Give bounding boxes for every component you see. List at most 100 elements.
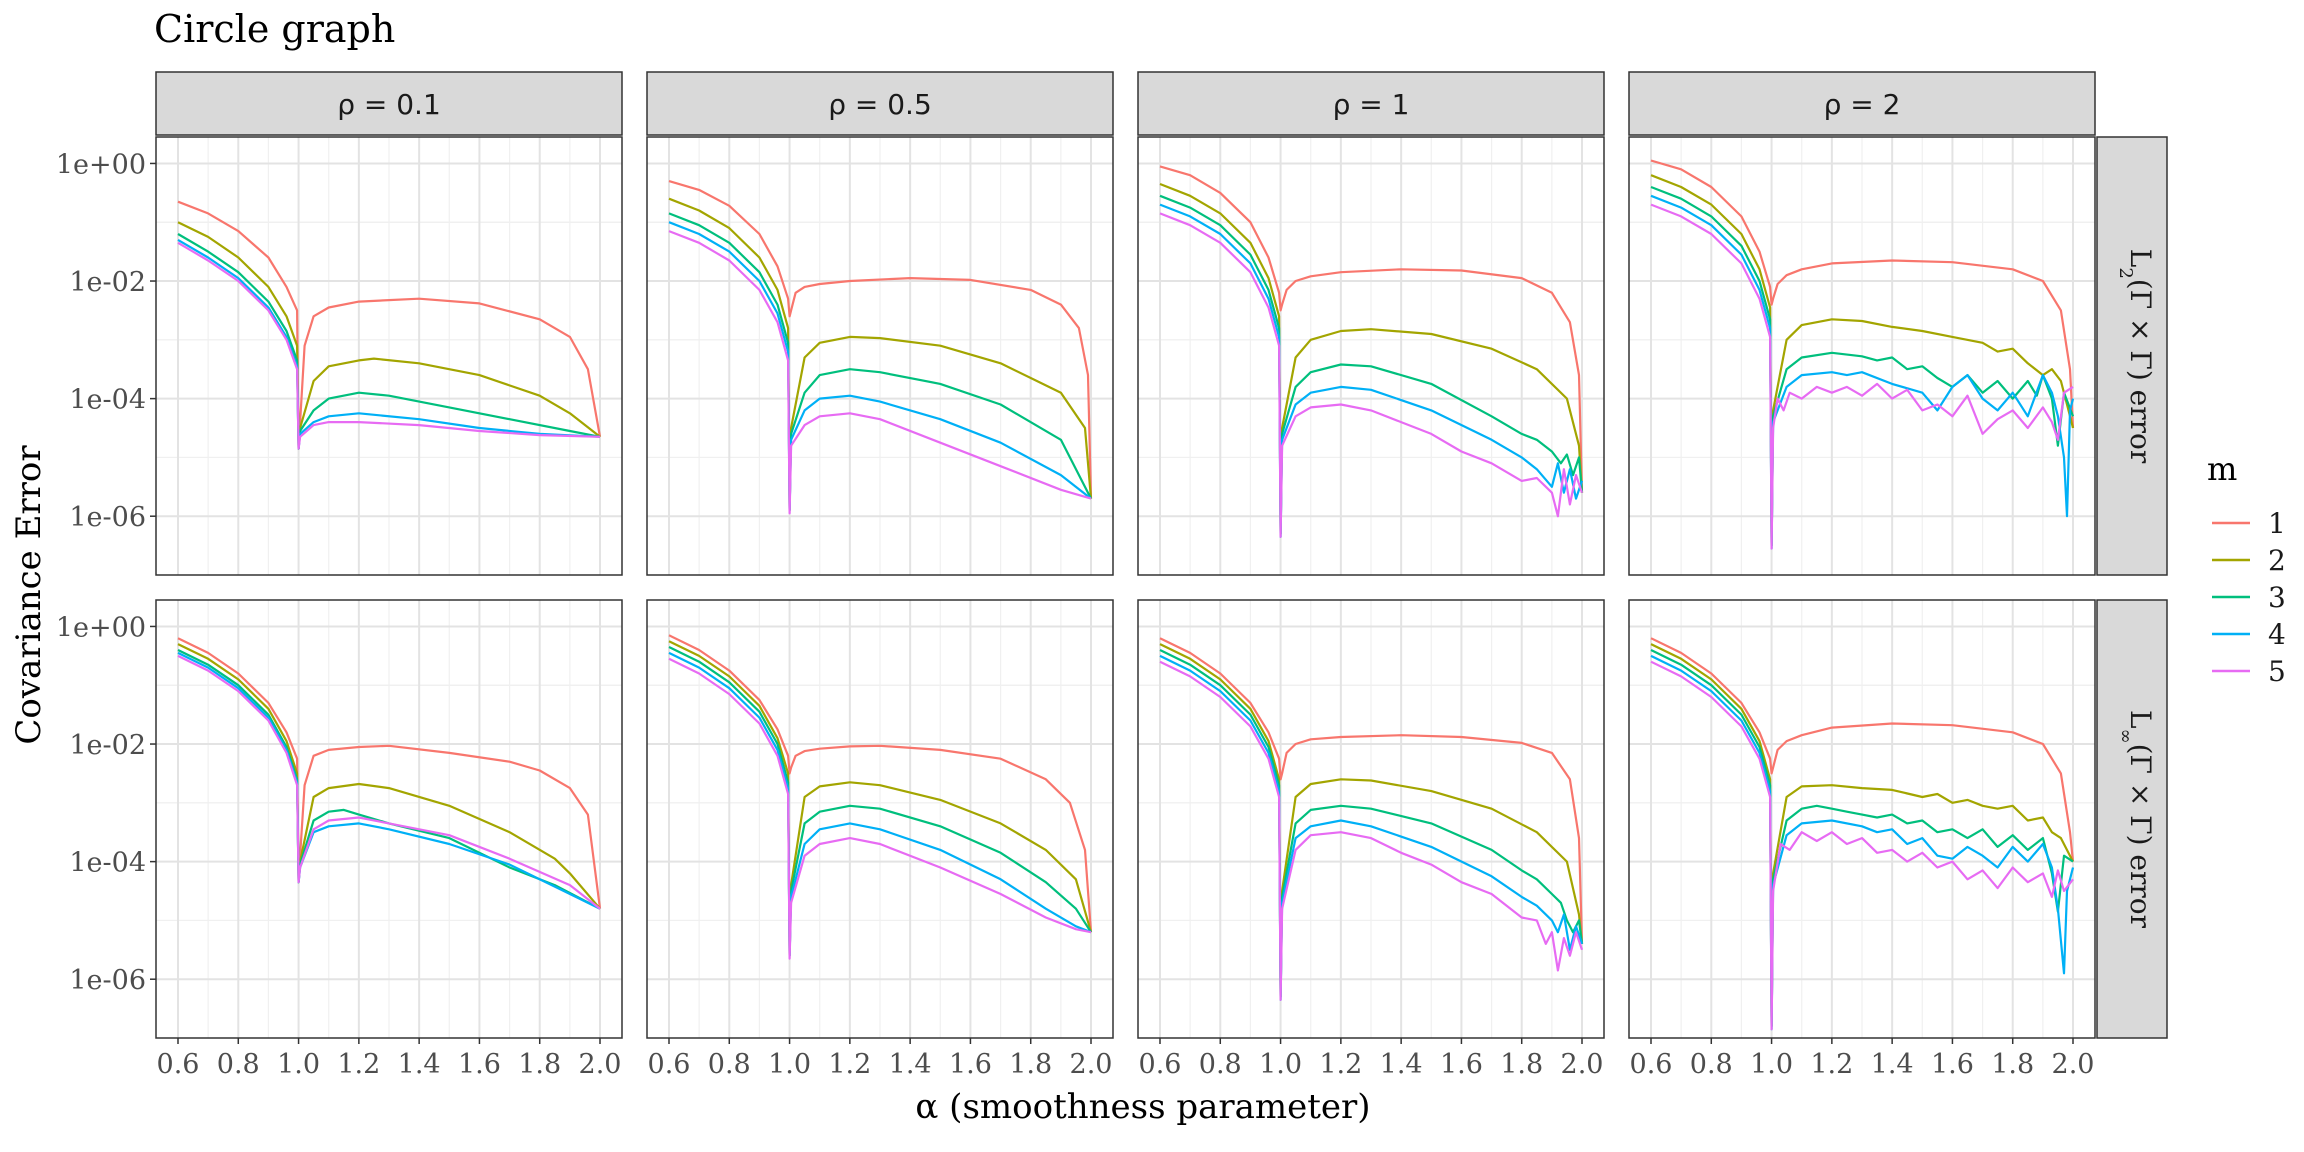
x-tick-label: 0.8 xyxy=(1199,1049,1242,1080)
facet-row-label: L∞(Γ × Γ) error xyxy=(2116,710,2158,929)
panel-border xyxy=(646,599,1114,1039)
series-line-m3 xyxy=(1650,649,2074,1028)
x-tick-label: 1.6 xyxy=(1440,1049,1483,1080)
x-tick-label: 2.0 xyxy=(1070,1049,1113,1080)
x-tick-label: 1.8 xyxy=(1009,1049,1052,1080)
x-tick-label: 1.4 xyxy=(889,1049,932,1080)
series-line-m5 xyxy=(177,241,601,450)
x-tick-label: 2.0 xyxy=(579,1049,622,1080)
series-line-m4 xyxy=(668,221,1092,512)
series-line-m3 xyxy=(1159,194,1584,535)
series-line-m2 xyxy=(177,221,601,450)
series-line-m2 xyxy=(177,643,601,910)
x-tick-label: 1.8 xyxy=(1500,1049,1543,1080)
x-tick-label: 1.4 xyxy=(1380,1049,1423,1080)
y-tick-label: 1e-02 xyxy=(69,267,146,298)
series-line-m4 xyxy=(1159,203,1584,538)
facet-col-label: ρ = 2 xyxy=(1824,88,1901,121)
series-line-m4 xyxy=(1650,194,2075,550)
series-line-m3 xyxy=(177,649,601,910)
legend-item-label: 4 xyxy=(2268,618,2286,651)
x-tick-label: 0.8 xyxy=(708,1049,751,1080)
series-line-m1 xyxy=(1159,165,1584,493)
x-tick-label: 1.2 xyxy=(1319,1049,1362,1080)
series-line-m3 xyxy=(1159,649,1584,998)
facet-strip-row-0 xyxy=(2096,136,2168,576)
y-tick-label: 1e+00 xyxy=(56,612,146,643)
series-line-m1 xyxy=(1650,159,2075,429)
legend-items: 1 2 3 4 5 xyxy=(2212,507,2286,688)
x-tick-label: 1.0 xyxy=(1750,1049,1793,1080)
panel-r0-c3 xyxy=(1628,136,2096,576)
x-tick-label: 1.8 xyxy=(518,1049,561,1080)
panel-r1-c2: 0.6 0.8 1.0 1.2 1.4 1.6 1.8 2.0 xyxy=(1137,599,1605,1080)
series-line-m2 xyxy=(1159,182,1584,535)
x-tick-label: 1.4 xyxy=(398,1049,441,1080)
facet-strip-col-2 xyxy=(1137,71,1605,136)
x-tick-label: 1.0 xyxy=(277,1049,320,1080)
x-tick-label: 1.0 xyxy=(1259,1049,1302,1080)
panel-border xyxy=(1628,136,2096,576)
x-tick-label: 0.6 xyxy=(648,1049,691,1080)
series-line-m1 xyxy=(1650,637,2075,862)
series-line-m1 xyxy=(668,634,1093,933)
series-line-m2 xyxy=(1159,643,1584,998)
facet-col-label: ρ = 0.5 xyxy=(828,88,932,121)
series-line-m5 xyxy=(177,654,601,910)
series-line-m2 xyxy=(668,640,1093,957)
series-line-m5 xyxy=(1159,660,1584,1001)
facet-strip-col-1 xyxy=(646,71,1114,136)
x-tick-label: 0.6 xyxy=(157,1049,200,1080)
legend-item-4: 4 xyxy=(2212,618,2286,651)
x-tick-label: 1.4 xyxy=(1871,1049,1914,1080)
x-tick-label: 0.6 xyxy=(1139,1049,1182,1080)
panel-r0-c2 xyxy=(1137,136,1605,576)
facet-col-label: ρ = 1 xyxy=(1333,88,1410,121)
legend-item-5: 5 xyxy=(2212,655,2286,688)
series-line-m3 xyxy=(668,646,1092,957)
series-line-m2 xyxy=(1650,174,2075,547)
series-line-m5 xyxy=(1159,212,1584,538)
series-line-m3 xyxy=(177,233,601,450)
series-line-m1 xyxy=(177,200,602,450)
series-line-m3 xyxy=(668,212,1092,512)
legend-item-3: 3 xyxy=(2212,581,2286,614)
legend-item-1: 1 xyxy=(2212,507,2286,540)
x-tick-label: 2.0 xyxy=(1561,1049,1604,1080)
x-tick-label: 1.2 xyxy=(337,1049,380,1080)
series-line-m5 xyxy=(668,230,1092,515)
panel-border xyxy=(155,136,623,576)
legend-item-2: 2 xyxy=(2212,544,2286,577)
x-tick-label: 2.0 xyxy=(2052,1049,2095,1080)
y-tick-label: 1e-06 xyxy=(69,965,146,996)
y-axis-title: Covariance Error xyxy=(9,445,49,745)
x-tick-label: 0.8 xyxy=(1690,1049,1733,1080)
y-tick-label: 1e-04 xyxy=(69,848,146,879)
x-tick-label: 1.8 xyxy=(1991,1049,2034,1080)
panel-border xyxy=(1628,599,2096,1039)
facet-row-label: L2(Γ × Γ) error xyxy=(2116,249,2158,464)
x-tick-label: 1.6 xyxy=(1931,1049,1974,1080)
series-line-m2 xyxy=(1650,643,2074,1028)
legend-item-label: 5 xyxy=(2268,655,2286,688)
panel-border xyxy=(1137,136,1605,576)
panel-border xyxy=(1137,599,1605,1039)
panel-r0-c0: 1e+00 1e-02 1e-04 1e-06 xyxy=(56,136,623,576)
series-line-m4 xyxy=(668,651,1092,957)
legend-item-label: 2 xyxy=(2268,544,2286,577)
panel-r0-c1 xyxy=(646,136,1114,576)
series-line-m5 xyxy=(1650,660,2074,1031)
legend: m 1 2 3 4 5 xyxy=(2207,450,2286,688)
series-line-m1 xyxy=(177,637,602,909)
facet-strip-col-0 xyxy=(155,71,623,136)
x-tick-label: 0.8 xyxy=(217,1049,260,1080)
series-line-m2 xyxy=(668,197,1093,512)
y-tick-label: 1e-06 xyxy=(69,502,146,533)
facet-strip-row-1 xyxy=(2096,599,2168,1039)
facet-panels: ρ = 0.1 ρ = 0.5 ρ = 1 ρ = 2 L2(Γ × Γ) error L… xyxy=(56,71,2168,1080)
series-line-m4 xyxy=(1650,654,2075,1031)
x-tick-label: 1.2 xyxy=(828,1049,871,1080)
y-tick-label: 1e-04 xyxy=(69,385,146,416)
facet-col-label: ρ = 0.1 xyxy=(337,88,441,121)
panel-border xyxy=(155,599,623,1039)
